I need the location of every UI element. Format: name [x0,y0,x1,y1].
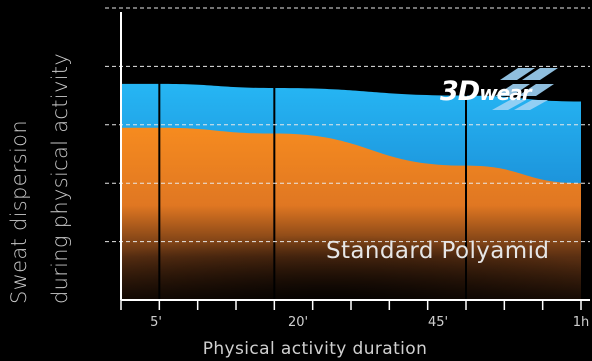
series-label-standard-polyamid: Standard Polyamid [326,238,550,264]
x-axis-label: Physical activity duration [202,339,428,359]
logo-wordmark: 3Dwear [440,76,532,107]
x-tick-label-1h: 1h [572,315,590,330]
x-tick-label-45min: 45' [427,315,449,330]
x-tick-label-5min: 5' [150,315,162,330]
x-tick-label-20min: 20' [287,315,309,330]
area-shadow [121,200,581,300]
3dwear-logo: 3Dwear [440,62,565,122]
logo-tiles-icon [492,68,558,110]
